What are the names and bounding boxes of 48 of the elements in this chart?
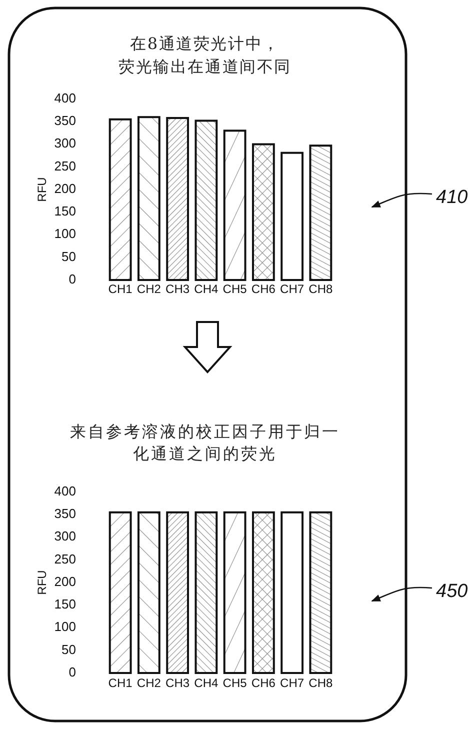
- x-tick-label: CH7: [280, 282, 304, 296]
- y-tick-label: 350: [54, 506, 76, 522]
- y-tick-label: 250: [54, 551, 76, 566]
- y-axis-title: RFU: [35, 177, 50, 202]
- x-tick-label: CH7: [280, 676, 304, 690]
- y-tick-label: 300: [54, 528, 76, 544]
- y-tick-label: 300: [54, 136, 76, 151]
- x-tick-label: CH1: [108, 676, 133, 690]
- x-tick-label: CH2: [136, 282, 162, 296]
- x-tick-label: CH4: [194, 676, 219, 690]
- bar: [137, 116, 160, 281]
- x-tick-label: CH6: [251, 282, 276, 296]
- bar: [166, 117, 190, 281]
- y-tick-label: 100: [54, 226, 76, 242]
- y-tick-label: 150: [54, 204, 76, 219]
- y-tick-label: 50: [62, 248, 76, 264]
- x-tick-label: CH2: [136, 676, 162, 690]
- chart-title: 在8通道荧光计中，荧光输出在通道间不同: [118, 34, 292, 76]
- y-tick-label: 200: [54, 180, 76, 196]
- text: 410: [436, 187, 468, 208]
- y-tick-label: 400: [54, 483, 76, 498]
- x-tick-label: CH3: [166, 282, 190, 296]
- x-tick-label: CH5: [222, 282, 248, 296]
- chart-title: 来自参考溶液的校正因子用于归一化通道之间的荧光: [70, 422, 340, 464]
- x-tick-label: CH8: [308, 676, 334, 690]
- text: 450: [436, 581, 468, 602]
- bar: [194, 120, 218, 281]
- y-tick-label: 400: [54, 90, 76, 106]
- bar: [309, 144, 332, 281]
- y-tick-label: 50: [62, 642, 76, 657]
- x-tick-label: CH8: [308, 282, 334, 296]
- bar: [223, 130, 246, 281]
- x-tick-label: CH1: [108, 282, 133, 296]
- x-tick-label: CH6: [251, 676, 276, 690]
- y-tick-label: 100: [54, 619, 76, 634]
- y-tick-label: 0: [68, 664, 76, 680]
- y-tick-label: 250: [54, 158, 76, 174]
- bar: [252, 143, 275, 281]
- y-tick-label: 350: [54, 113, 76, 128]
- y-tick-label: 0: [68, 271, 76, 286]
- bar: [108, 118, 132, 281]
- y-axis-title: RFU: [35, 570, 50, 595]
- x-tick-label: CH5: [222, 676, 248, 690]
- bar: [280, 152, 304, 281]
- x-tick-label: CH4: [194, 282, 219, 296]
- y-tick-label: 200: [54, 574, 76, 589]
- x-tick-label: CH3: [166, 676, 190, 690]
- y-tick-label: 150: [54, 596, 76, 612]
